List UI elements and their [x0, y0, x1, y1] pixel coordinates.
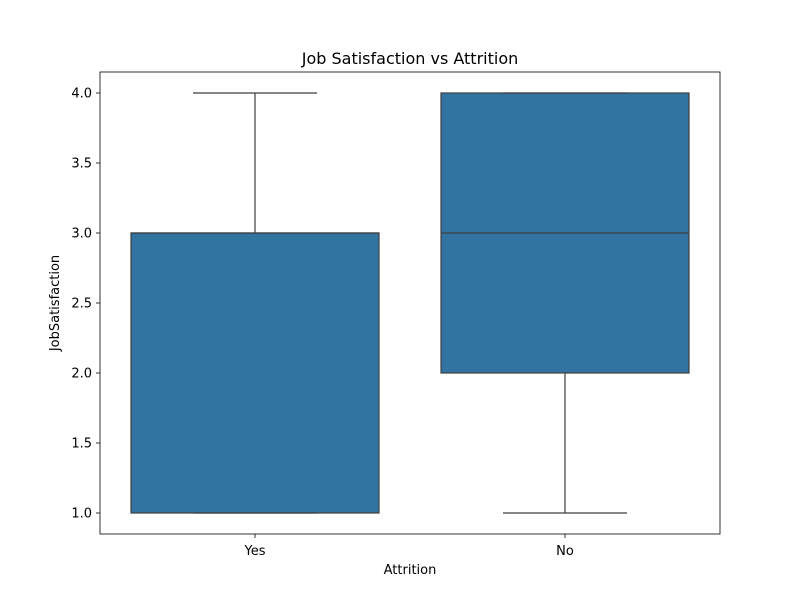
plot-area	[130, 92, 690, 514]
box-no	[440, 92, 690, 514]
x-axis: Yes No	[244, 534, 574, 559]
box-yes	[130, 92, 380, 514]
y-tick-label: 2.0	[71, 367, 92, 382]
y-tick-label: 1.0	[71, 507, 92, 522]
y-tick-label: 2.5	[71, 297, 92, 312]
box-body	[130, 232, 380, 514]
y-tick-label: 3.5	[71, 157, 92, 172]
x-tick-label: Yes	[244, 544, 266, 559]
x-tick-label: No	[556, 544, 574, 559]
x-axis-label: Attrition	[384, 563, 437, 578]
y-tick-label: 3.0	[71, 227, 92, 242]
y-axis: 1.0 1.5 2.0 2.5 3.0 3.5 4.0	[71, 87, 100, 522]
y-axis-label: JobSatisfaction	[48, 255, 63, 352]
y-tick-label: 4.0	[71, 87, 92, 102]
y-tick-label: 1.5	[71, 437, 92, 452]
chart-title: Job Satisfaction vs Attrition	[301, 49, 519, 68]
